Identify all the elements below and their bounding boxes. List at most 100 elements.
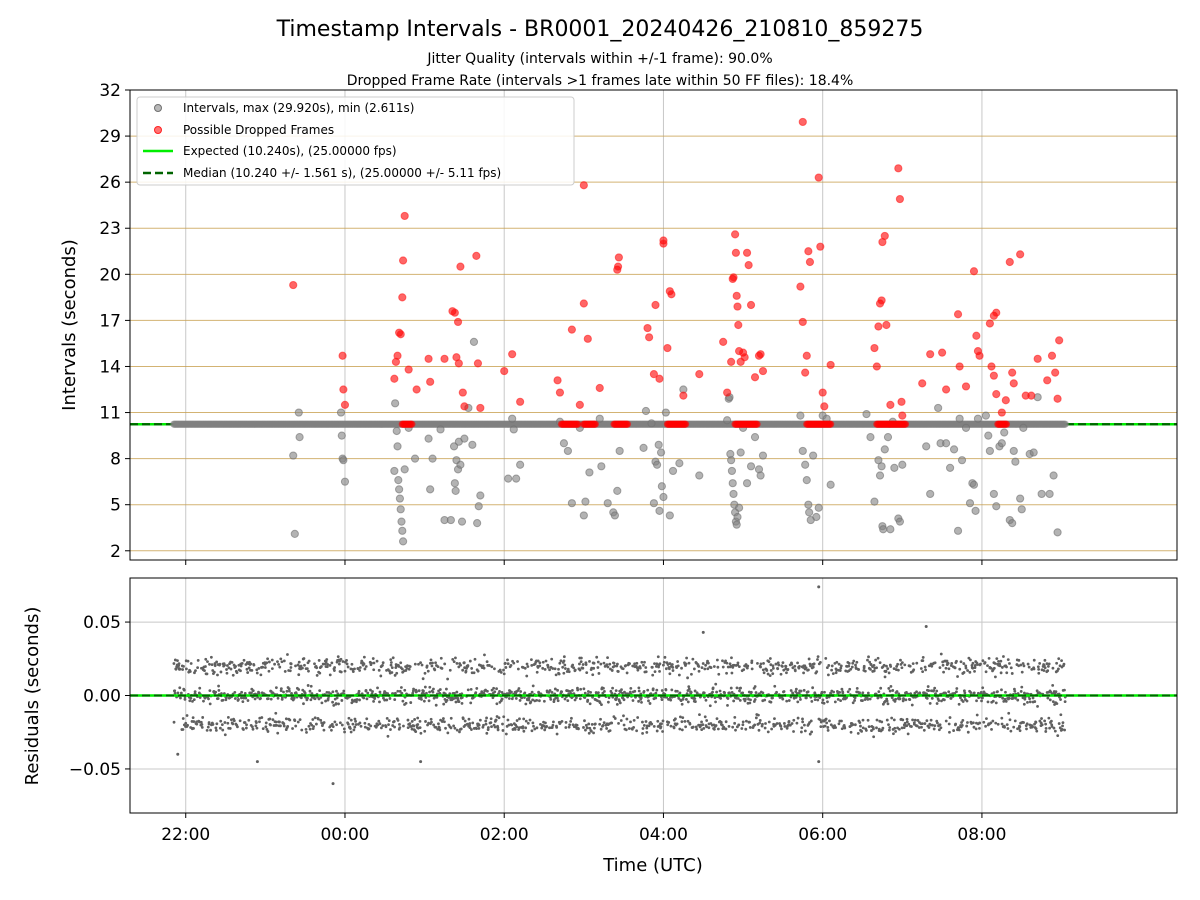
residual-point <box>866 697 870 701</box>
residual-point <box>544 721 547 725</box>
residual-point <box>1025 727 1028 731</box>
dropped-frame-point <box>400 211 409 221</box>
residual-point <box>690 672 693 676</box>
residual-point <box>644 720 648 723</box>
dropped-frame-point <box>623 420 632 428</box>
interval-point <box>883 433 893 442</box>
residual-point <box>229 667 233 671</box>
residual-point <box>372 699 375 703</box>
residual-point <box>1048 698 1052 702</box>
residual-point <box>1063 700 1067 704</box>
residual-point <box>779 672 783 676</box>
residual-point <box>991 699 995 703</box>
dropped-frame-point <box>1008 368 1017 377</box>
residual-point <box>973 666 977 669</box>
residual-point <box>434 725 438 729</box>
residual-point <box>831 672 835 676</box>
residual-point <box>372 661 376 665</box>
residual-point <box>524 726 528 730</box>
residual-point <box>712 727 716 731</box>
residual-point <box>728 662 732 666</box>
residual-point <box>587 722 591 726</box>
interval-point <box>655 506 664 515</box>
residual-point <box>454 700 458 704</box>
residual-point <box>677 673 681 677</box>
residual-point <box>474 691 478 695</box>
interval-point <box>473 519 482 528</box>
residual-point <box>544 659 548 663</box>
residual-point <box>947 690 951 694</box>
residual-point <box>773 684 777 688</box>
residual-point <box>425 691 428 695</box>
residual-point <box>393 673 397 677</box>
residual-point <box>973 664 977 667</box>
residual-point <box>966 721 969 724</box>
residual-point <box>322 728 326 732</box>
residual-point <box>562 655 566 659</box>
residual-point <box>867 725 871 729</box>
residual-point <box>495 715 499 718</box>
interval-point <box>989 489 998 499</box>
residual-point <box>732 699 736 703</box>
residual-point <box>493 725 497 729</box>
residual-point <box>741 720 745 724</box>
residual-point <box>745 666 749 670</box>
residual-point <box>282 722 286 726</box>
residual-point <box>681 697 685 701</box>
residual-point <box>390 666 394 670</box>
residual-point <box>966 669 969 672</box>
residual-point <box>671 665 675 669</box>
residual-point <box>890 696 894 700</box>
residual-point <box>993 675 997 679</box>
residual-point <box>285 689 289 693</box>
residual-point <box>385 698 389 702</box>
residual-point <box>419 760 423 764</box>
residual-point <box>1040 723 1044 727</box>
dropped-frame-point <box>595 383 604 393</box>
residual-point <box>306 684 310 687</box>
residual-point <box>876 656 880 660</box>
residual-point <box>730 671 734 675</box>
residual-point <box>611 686 614 690</box>
interval-point <box>615 446 624 456</box>
residual-point <box>978 726 981 730</box>
residual-point <box>810 730 814 734</box>
legend-median-label: Median (10.240 +/- 1.561 s), (25.00000 +… <box>183 166 501 180</box>
residual-point <box>783 724 787 728</box>
residual-point <box>893 726 897 730</box>
residual-point <box>627 727 631 730</box>
residual-point <box>191 699 194 703</box>
dropped-frame-point <box>583 334 592 343</box>
residual-point <box>956 675 959 678</box>
residual-point <box>887 671 891 675</box>
residual-point <box>1003 697 1007 701</box>
intervals-y-tick-label: 17 <box>99 311 121 331</box>
residual-point <box>891 689 895 692</box>
residual-point <box>455 690 459 694</box>
residual-point <box>716 665 720 669</box>
residual-point <box>1002 699 1006 703</box>
residual-point <box>442 702 446 706</box>
residual-point <box>1051 700 1055 704</box>
residual-point <box>1017 664 1021 668</box>
residual-point <box>246 699 250 702</box>
residual-point <box>512 661 516 665</box>
residual-point <box>192 726 195 730</box>
interval-point <box>729 489 738 499</box>
x-tick-label: 22:00 <box>161 825 210 845</box>
residual-point <box>570 716 573 720</box>
residual-point <box>1001 696 1005 700</box>
residual-point <box>963 691 967 695</box>
residual-point <box>423 671 427 675</box>
interval-point <box>340 477 350 486</box>
residual-point <box>660 689 664 692</box>
residual-point <box>969 691 973 694</box>
residual-point <box>239 664 243 668</box>
residual-point <box>419 661 422 665</box>
residual-point <box>872 663 876 667</box>
residual-point <box>354 719 357 723</box>
dropped-frame-point <box>972 331 981 340</box>
residual-point <box>592 661 596 665</box>
residual-point <box>915 690 918 694</box>
residual-point <box>407 667 411 671</box>
